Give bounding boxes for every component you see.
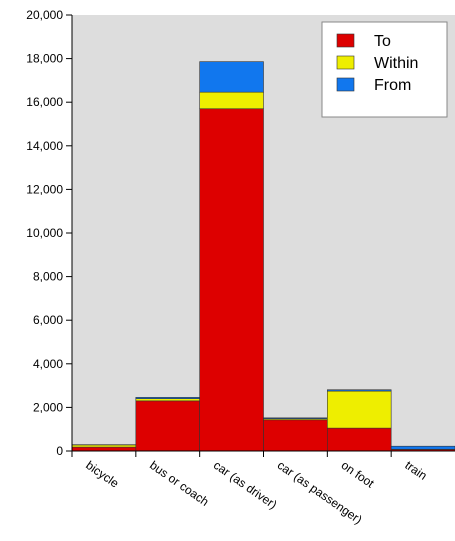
y-tick-label: 4,000: [33, 357, 63, 371]
y-tick-label: 8,000: [33, 270, 63, 284]
y-tick-label: 18,000: [26, 52, 63, 66]
x-axis-ticks: bicycle bus or coach car (as driver)car (a…: [71, 451, 430, 527]
y-tick-label: 12,000: [26, 182, 63, 196]
bar-to-3: [263, 419, 328, 452]
bar-within-2: [199, 91, 264, 110]
bar-within-4: [327, 390, 392, 429]
legend-swatch-within: [336, 55, 355, 70]
bar-to-0: [71, 446, 137, 452]
bar-to-1: [135, 400, 200, 452]
bar-to-4: [327, 427, 392, 452]
x-tick-label: bicycle: [83, 458, 121, 491]
bar-from-2: [199, 61, 264, 93]
legend-label-from: From: [374, 77, 411, 94]
y-axis-ticks: 0 2,000 4,000 6,000 8,000 10,000 12,000 14,000 1…: [26, 8, 72, 458]
y-tick-label: 14,000: [26, 139, 63, 153]
legend-swatch-to: [336, 33, 355, 48]
bar-from-3: [263, 417, 328, 420]
bar-from-1: [135, 397, 200, 399]
y-tick-label: 20,000: [26, 8, 63, 22]
bar-within-1: [135, 398, 200, 402]
x-tick-label: train: [402, 458, 429, 483]
bar-from-4: [327, 389, 392, 392]
legend-label-to: To: [374, 33, 391, 50]
legend-swatch-from: [336, 77, 355, 92]
bar-from-5: [390, 445, 455, 450]
legend: To Within From: [321, 21, 448, 118]
x-tick-label: car (as driver): [211, 458, 280, 512]
y-tick-label: 6,000: [33, 313, 63, 327]
y-tick-label: 0: [56, 444, 63, 458]
y-tick-label: 10,000: [26, 226, 63, 240]
legend-label-within: Within: [374, 55, 418, 72]
x-tick-label: bus or coach: [147, 458, 211, 509]
bars-group: [71, 61, 455, 452]
bar-to-2: [199, 108, 264, 452]
bar-within-0: [71, 444, 137, 448]
x-tick-label: on foot: [339, 458, 378, 491]
y-tick-label: 16,000: [26, 95, 63, 109]
y-tick-label: 2,000: [33, 400, 63, 414]
